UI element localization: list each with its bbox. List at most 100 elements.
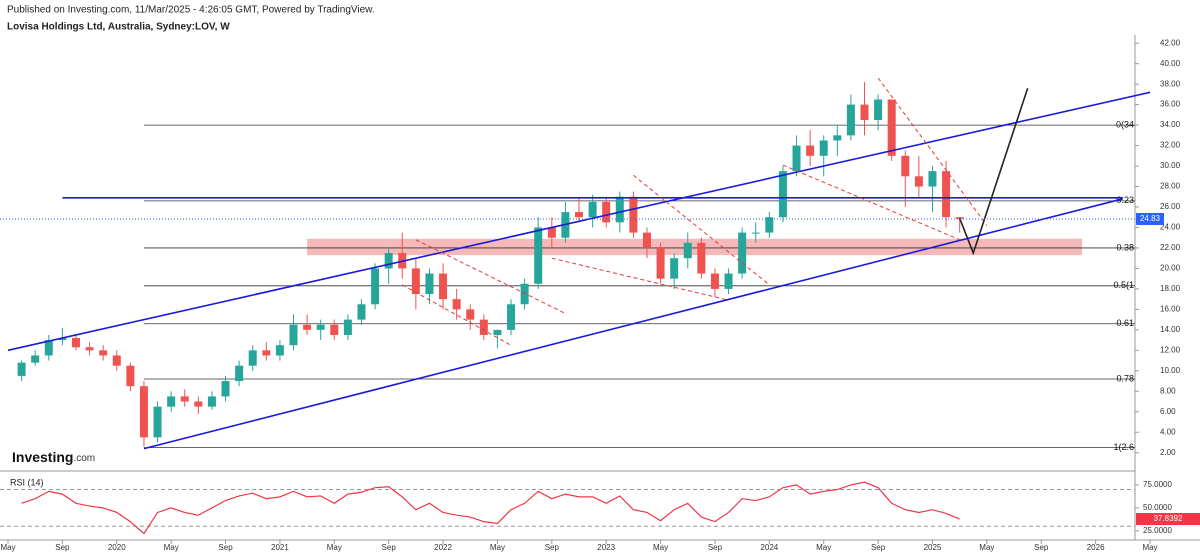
logo-name: Investing: [12, 449, 73, 465]
x-tick-label: May: [816, 543, 831, 552]
x-tick-label: Sep: [871, 543, 886, 552]
candle-body: [928, 171, 937, 187]
fib-label: 0(34: [1116, 119, 1134, 129]
candle-body: [792, 145, 801, 172]
candle-body: [112, 355, 121, 366]
trend-line: [877, 77, 988, 226]
published-note: Published on Investing.com, 11/Mar/2025 …: [7, 5, 375, 16]
candle-body: [371, 268, 380, 305]
candle-body: [670, 258, 679, 279]
x-tick-label: Sep: [545, 543, 560, 552]
x-tick-label: 2020: [108, 543, 126, 552]
candle-body: [778, 171, 787, 218]
candle-body: [167, 396, 176, 407]
last-price-box: [1136, 212, 1164, 225]
y-tick-label: 32.00: [1160, 141, 1181, 150]
y-tick-label: 42.00: [1160, 38, 1181, 47]
candle-body: [99, 350, 108, 356]
y-tick-label: 38.00: [1160, 79, 1181, 88]
candle-body: [534, 227, 543, 284]
x-tick-label: 2024: [760, 543, 778, 552]
candle-body: [507, 304, 516, 330]
rsi-line: [21, 481, 960, 535]
candle-body: [31, 355, 40, 363]
candle-body: [44, 340, 53, 356]
candle-body: [275, 345, 284, 356]
rsi-tick-label: 75.0000: [1143, 480, 1172, 489]
candle-body: [683, 242, 692, 259]
candle-body: [479, 319, 488, 335]
candle-body: [17, 362, 26, 376]
y-tick-label: 20.00: [1160, 264, 1181, 273]
x-tick-label: May: [0, 543, 15, 552]
y-tick-label: 16.00: [1160, 304, 1181, 313]
candle-body: [85, 347, 94, 351]
fib-label: 0.78: [1116, 373, 1134, 383]
candle-body: [914, 176, 923, 187]
candle-body: [180, 396, 189, 402]
candle-body: [71, 338, 80, 348]
candle-body: [248, 350, 257, 366]
candle-body: [289, 324, 298, 346]
candle-body: [58, 338, 67, 341]
candle-body: [642, 232, 651, 248]
fib-label: 0.38: [1116, 242, 1134, 252]
candle-body: [139, 386, 148, 438]
y-tick-label: 34.00: [1160, 120, 1181, 129]
trend-line: [958, 87, 1029, 256]
y-tick-label: 12.00: [1160, 345, 1181, 354]
y-tick-label: 18.00: [1160, 284, 1181, 293]
candle-body: [629, 196, 638, 233]
trend-line: [633, 174, 770, 286]
rsi-label: RSI (14): [10, 477, 44, 487]
candle-body: [262, 350, 271, 356]
x-tick-label: Sep: [55, 543, 70, 552]
trend-line: [782, 164, 960, 241]
x-tick-label: 2021: [271, 543, 289, 552]
candle-body: [357, 304, 366, 320]
y-tick-label: 24.00: [1160, 223, 1181, 232]
candle-body: [316, 324, 325, 330]
y-tick-label: 26.00: [1160, 202, 1181, 211]
rsi-tick-label: 25.0000: [1143, 526, 1172, 535]
candle-body: [221, 381, 230, 397]
fib-label: 0.23: [1116, 195, 1134, 205]
trend-line: [551, 257, 729, 301]
candle-body: [466, 309, 475, 320]
candle-body: [901, 155, 910, 177]
candle-body: [153, 406, 162, 438]
y-tick-label: 36.00: [1160, 100, 1181, 109]
candle-body: [411, 268, 420, 295]
fib-label: 1(2.6: [1113, 442, 1134, 452]
last-price-label: 24.83: [1140, 214, 1161, 223]
candle-body: [493, 329, 502, 335]
x-tick-label: 2022: [434, 543, 452, 552]
y-tick-label: 10.00: [1160, 366, 1181, 375]
candle-body: [738, 232, 747, 274]
trend-line: [143, 198, 1124, 450]
x-tick-label: 2023: [597, 543, 615, 552]
candle-body: [819, 140, 828, 156]
candle-body: [615, 196, 624, 223]
candle-body: [207, 396, 216, 407]
trend-line: [7, 91, 1151, 352]
y-tick-label: 28.00: [1160, 182, 1181, 191]
candle-body: [547, 227, 556, 238]
candle-body: [724, 273, 733, 289]
candle-body: [343, 319, 352, 335]
candle-body: [846, 104, 855, 136]
candle-body: [235, 365, 244, 382]
rsi-last-box: [1136, 513, 1200, 526]
y-tick-label: 14.00: [1160, 325, 1181, 334]
candle-body: [575, 212, 583, 218]
fib-label: 0.61: [1116, 318, 1134, 328]
x-tick-label: May: [1142, 543, 1157, 552]
logo-suffix: .com: [73, 453, 95, 464]
candle-body: [602, 201, 611, 223]
candle-body: [126, 365, 135, 387]
candle-body: [452, 299, 461, 310]
candle-body: [833, 135, 842, 141]
candle-body: [194, 401, 203, 407]
